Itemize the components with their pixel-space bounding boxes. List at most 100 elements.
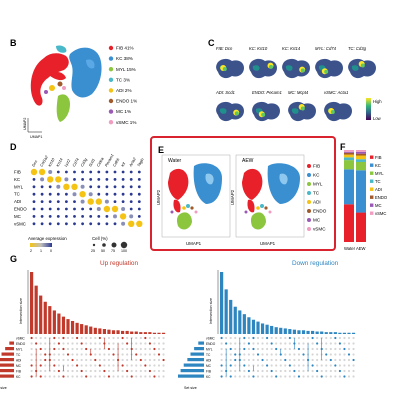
- upsetUp-matrix-dot-7-4: [48, 375, 51, 378]
- upsetDown-matrix-dot-4-3: [234, 358, 237, 362]
- feature-label-row2-1: ENDO: Pecam1: [252, 90, 282, 95]
- panel-b-umap: [30, 45, 102, 122]
- pct-legend-dot-2: [111, 242, 117, 248]
- upsetUp-matrix-dot-1-11: [80, 342, 83, 345]
- upsetUp-matrix-dot-1-21: [126, 342, 129, 345]
- upsetUp-intersection-bar-8: [66, 319, 70, 334]
- upsetUp-matrix-dot-6-10: [76, 369, 79, 373]
- dotplot-dot-1-8: [97, 178, 101, 181]
- upsetUp-matrix-dot-6-12: [85, 369, 88, 373]
- panel-e-legend-label-3: TC: [313, 191, 320, 196]
- upsetDown-matrix-dot-2-20: [311, 347, 314, 351]
- feature-label-row1-0: FIB: Dcn: [216, 46, 233, 51]
- feature-label-row2-2: MC: Mcpt4: [288, 90, 309, 95]
- upsetDown-intersection-bar-25: [333, 332, 337, 334]
- upsetDown-matrix-dot-5-15: [288, 364, 291, 367]
- upsetDown-matrix-dot-5-16: [293, 364, 296, 367]
- upsetDown-matrix-dot-0-18: [302, 336, 305, 340]
- upsetUp-matrix-dot-2-10: [76, 347, 79, 351]
- upsetDown-matrix-dot-0-6: [247, 336, 250, 340]
- panel-f-legend-label-4: ADI: [375, 187, 382, 192]
- dotplot-dot-6-8: [97, 215, 101, 218]
- upsetDown-matrix-dot-0-3: [234, 336, 237, 340]
- dotplot-dot-0-0: [30, 168, 38, 176]
- upsetDown-matrix-dot-2-0: [220, 347, 223, 351]
- upsetUp-intersection-bar-14: [93, 327, 97, 334]
- upsetDown-matrix-dot-7-18: [302, 375, 305, 378]
- umap-cluster-kc: [69, 47, 102, 98]
- upsetDown-matrix-dot-6-25: [334, 369, 337, 373]
- upsetUp-matrix-dot-7-21: [126, 375, 129, 378]
- panel-f-legend-label-0: FIB: [375, 155, 382, 160]
- upsetDown-set-label-1: ENDO: [206, 342, 216, 346]
- panel-e-aew-umap: [242, 163, 300, 230]
- feature-plot-2-4-base: [288, 101, 316, 122]
- upsetUp-matrix-dot-1-24: [139, 342, 142, 345]
- upsetUp-matrix-dot-2-2: [39, 347, 42, 351]
- dotplot-dot-7-0: [32, 222, 36, 226]
- upsetDown-set-size-bar-5: [180, 369, 204, 373]
- dotplot-dot-7-3: [56, 222, 60, 226]
- upsetUp-matrix-dot-7-11: [80, 375, 83, 378]
- upsetDown-matrix-dot-2-2: [229, 347, 232, 351]
- upsetUp-matrix-dot-6-22: [130, 369, 133, 373]
- dotplot-dot-5-4: [65, 207, 68, 211]
- upsetDown-matrix-dot-6-24: [329, 369, 332, 373]
- pct-legend-tick-3: 100: [121, 249, 127, 253]
- upsetUp-matrix-dot-7-13: [89, 375, 92, 378]
- panel-f-legend-swatch-3: [370, 179, 374, 183]
- upsetUp-matrix-dot-7-16: [103, 375, 106, 378]
- upsetDown-matrix-dot-0-10: [266, 336, 269, 340]
- upsetDown-set-size-bar-6: [178, 374, 204, 378]
- panel-e-legend: FIB KC MYL TC ADI ENDO MC vSMC: [307, 164, 327, 232]
- panel-f-stacked-bars: [344, 150, 366, 242]
- dotplot-dot-5-6: [81, 207, 84, 211]
- upsetUp-matrix-dot-0-24: [139, 336, 142, 340]
- upsetUp-matrix-dot-6-14: [94, 369, 97, 373]
- feature-plot-2-3-base: [252, 101, 280, 122]
- upsetUp-matrix-dot-7-14: [94, 375, 97, 378]
- upsetUp-matrix-dot-1-6: [57, 342, 61, 345]
- upsetUp-matrix-dot-5-28: [157, 364, 161, 367]
- umapWater-vsmc: [194, 210, 198, 214]
- dotplot-col-label-12: Acta2: [128, 156, 137, 168]
- upsetUp-matrix-dot-2-24: [139, 347, 142, 351]
- upsetDown-matrix-dot-1-20: [311, 342, 314, 345]
- upsetUp-intersection-bar-0: [30, 272, 34, 334]
- dotplot-dot-2-7: [89, 185, 93, 189]
- dotplot-dot-3-8: [97, 192, 101, 196]
- upsetUp-matrix-dot-6-27: [153, 369, 156, 373]
- upsetUp-matrix-dot-3-18: [112, 353, 115, 356]
- panel-f-legend-swatch-4: [370, 187, 374, 191]
- panel-e-legend-label-4: ADI: [313, 200, 321, 205]
- panel-e: E Water AEW UMAP1 UMAP1 UMAP2 UMAP2 FIB K…: [150, 136, 336, 251]
- upsetUp-matrix-dot-6-11: [80, 369, 83, 373]
- upsetDown-matrix-dot-6-2: [229, 369, 232, 373]
- dotplot-dot-2-3: [56, 184, 61, 189]
- upsetUp-matrix-dot-6-5: [53, 369, 56, 373]
- dotplot-dot-3-6: [79, 191, 86, 198]
- upsetUp-matrix-dot-4-3: [44, 358, 47, 362]
- upsetDown-matrix-dot-7-13: [279, 375, 282, 378]
- upsetDown-matrix-dot-5-11: [270, 364, 273, 367]
- feature-plot-1-2-warm: [300, 68, 305, 73]
- panel-e-legend-label-2: MYL: [313, 182, 323, 187]
- upsetUp-matrix-dot-2-9: [71, 347, 74, 351]
- dotplot-dot-6-4: [65, 215, 68, 218]
- panel-e-legend-label-0: FIB: [313, 164, 320, 169]
- upsetDown-matrix-dot-2-11: [270, 347, 273, 351]
- upsetDown-matrix-dot-3-17: [297, 353, 301, 356]
- upsetDown-matrix-dot-0-1: [225, 336, 228, 340]
- feature-plot-1-2-mid: [285, 65, 293, 71]
- upsetUp-matrix-dot-6-29: [162, 369, 165, 373]
- upsetUp-intersection-bar-17: [107, 329, 111, 334]
- pct-legend-tick-2: 75: [111, 249, 115, 253]
- upsetUp-matrix-dot-7-27: [153, 375, 156, 378]
- dotplot-dot-0-2: [48, 170, 53, 174]
- dotplot-col-label-2: Krt10: [48, 157, 56, 168]
- umapWater-fib: [168, 168, 189, 200]
- dotplot-dot-0-12: [129, 170, 133, 174]
